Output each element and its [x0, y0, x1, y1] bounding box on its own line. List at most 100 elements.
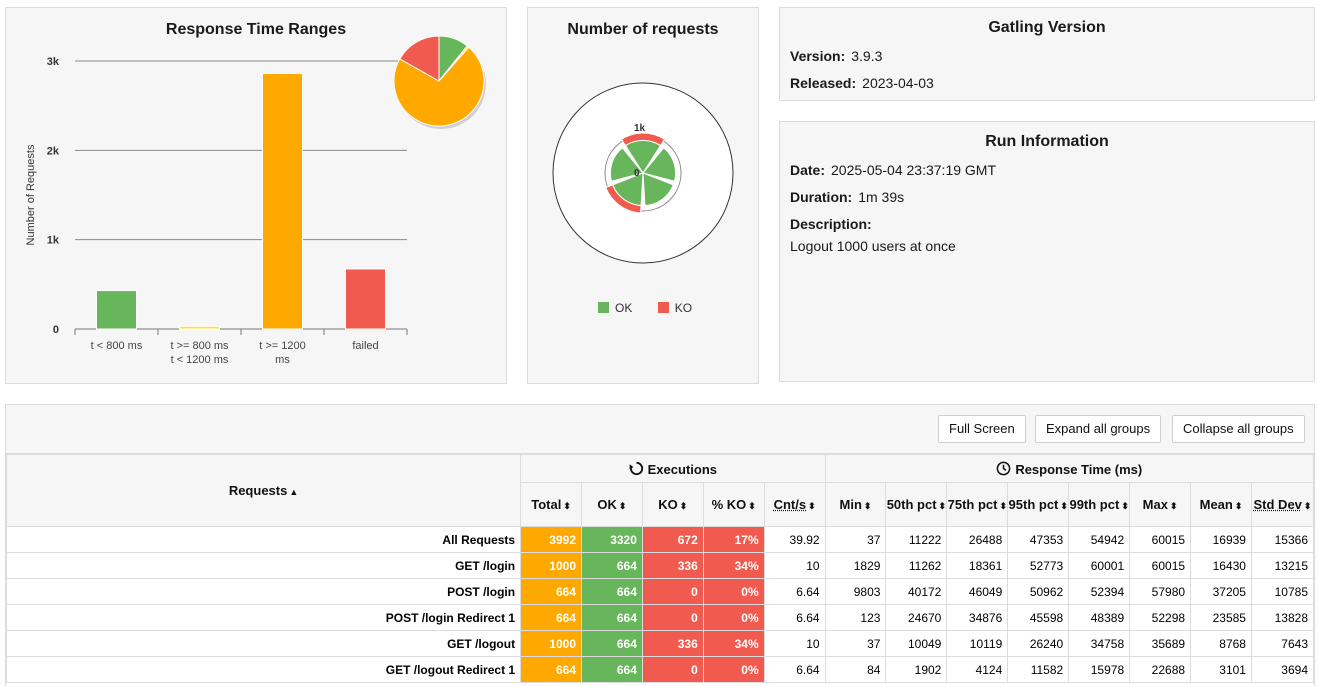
- table-row[interactable]: POST /login 664 664 0 0% 6.64 9803 40172 46049 50…: [5, 578, 1315, 605]
- x-tick-label-ms: ms: [275, 354, 290, 366]
- bar-failed: [345, 268, 386, 330]
- cell-75th-pct: 4124: [946, 656, 1009, 683]
- duration-line: Duration: 1m 39s: [790, 189, 904, 205]
- version-label: Version:: [790, 48, 846, 64]
- requests-header-label: Requests: [228, 483, 288, 498]
- cell-total: 1000: [520, 552, 582, 579]
- table-row[interactable]: GET /login 1000 664 336 34% 10 1829 11262 18361 5…: [5, 552, 1315, 579]
- pie-slice-failed: [399, 35, 440, 82]
- cell-std-dev: 15366: [1250, 526, 1315, 553]
- sort-icon[interactable]: ⬍: [808, 501, 816, 511]
- cell-ko: 17%: [702, 526, 765, 553]
- cell-95th-pct: 50962: [1007, 578, 1070, 605]
- table-row[interactable]: POST /login Redirect 1 664 664 0 0% 6.64 123 24…: [5, 604, 1315, 631]
- duration-label: Duration:: [790, 189, 853, 205]
- y-tick-label-3k: 3k: [47, 56, 60, 68]
- sort-icon[interactable]: ⬍: [999, 501, 1008, 511]
- column-header-99th-pct[interactable]: 99th pct ⬍: [1068, 482, 1131, 527]
- cell-99th-pct: 34758: [1068, 630, 1131, 657]
- cell-ko: 336: [641, 630, 704, 657]
- column-header-50th-pct[interactable]: 50th pct ⬍: [885, 482, 948, 527]
- column-header-mean[interactable]: Mean ⬍: [1190, 482, 1252, 527]
- cell-ko: 0%: [702, 578, 765, 605]
- column-header-75th-pct[interactable]: 75th pct ⬍: [946, 482, 1009, 527]
- x-tick-label-t-1200: t >= 1200: [259, 340, 306, 352]
- sort-icon[interactable]: ⬍: [1060, 501, 1068, 511]
- cell-mean: 16430: [1190, 552, 1252, 579]
- pie-slice-t-1200-ms: [393, 46, 485, 127]
- column-header-cnt-s[interactable]: Cnt/s ⬍: [763, 482, 826, 527]
- cell-min: 37: [824, 630, 887, 657]
- cell-mean: 37205: [1190, 578, 1252, 605]
- table-row[interactable]: GET /logout Redirect 1 664 664 0 0% 6.64 84 190…: [5, 656, 1315, 683]
- requests-legend: OK KO: [598, 301, 692, 315]
- cell-std-dev: 3694: [1250, 656, 1315, 683]
- column-header-ok[interactable]: OK ⬍: [581, 482, 643, 527]
- cell-75th-pct: 18361: [946, 552, 1009, 579]
- cell-75th-pct: 34876: [946, 604, 1009, 631]
- executions-cycle-icon: [629, 461, 643, 475]
- cell-ko: 336: [641, 552, 704, 579]
- response-time-ranges-panel: Response Time Ranges Number of Requests 0…: [5, 7, 507, 384]
- date-label: Date:: [790, 162, 826, 178]
- cell-95th-pct: 52773: [1007, 552, 1070, 579]
- cell-mean: 3101: [1190, 656, 1252, 683]
- polar-ok-get-logout-redirect-1: [609, 147, 644, 182]
- column-header-max[interactable]: Max ⬍: [1129, 482, 1192, 527]
- gatling-version-panel: Gatling Version Version: 3.9.3 Released: 2…: [779, 7, 1315, 101]
- x-tick-label-t-1200-ms: t < 1200 ms: [171, 354, 229, 366]
- sort-icon[interactable]: ⬍: [1234, 501, 1243, 511]
- response-time-ranges-title: Response Time Ranges: [165, 21, 347, 38]
- cell-ok: 664: [581, 578, 643, 605]
- cell-max: 60015: [1129, 552, 1192, 579]
- sort-icon[interactable]: ⬍: [563, 501, 571, 511]
- column-header-std-dev[interactable]: Std Dev ⬍: [1250, 482, 1315, 527]
- cell-std-dev: 13215: [1250, 552, 1315, 579]
- y-tick-label-2k: 2k: [47, 145, 60, 157]
- cell-max: 57980: [1129, 578, 1192, 605]
- collapse-all-groups-button[interactable]: Collapse all groups: [1172, 415, 1305, 443]
- sort-asc-icon: ▲: [289, 487, 299, 497]
- sort-icon[interactable]: ⬍: [1303, 501, 1312, 511]
- sort-icon[interactable]: ⬍: [1121, 501, 1129, 511]
- sort-icon[interactable]: ⬍: [938, 501, 947, 511]
- column-header-ko[interactable]: KO ⬍: [641, 482, 704, 527]
- sort-icon[interactable]: ⬍: [1169, 501, 1178, 511]
- version-value: 3.9.3: [851, 48, 883, 64]
- full-screen-button[interactable]: Full Screen: [938, 415, 1026, 443]
- description-label: Description:: [790, 216, 872, 232]
- sort-icon[interactable]: ⬍: [618, 501, 627, 511]
- cell-50th-pct: 24670: [885, 604, 948, 631]
- cell-50th-pct: 40172: [885, 578, 948, 605]
- sort-icon[interactable]: ⬍: [679, 501, 688, 511]
- sort-icon[interactable]: ⬍: [863, 501, 872, 511]
- column-header-total[interactable]: Total ⬍: [520, 482, 582, 527]
- sort-icon[interactable]: ⬍: [748, 501, 756, 511]
- cell-min: 1829: [824, 552, 887, 579]
- cell-ko: 0: [641, 578, 704, 605]
- cell-99th-pct: 60001: [1068, 552, 1131, 579]
- run-information-title: Run Information: [985, 133, 1109, 150]
- cell-mean: 8768: [1190, 630, 1252, 657]
- statistics-table-body: All Requests 3992 3320 672 17% 39.92 37 11222 26…: [5, 526, 1315, 683]
- cell-total: 664: [520, 578, 582, 605]
- polar-ok-post-login-redirect-1: [642, 172, 674, 207]
- cell-total: 664: [520, 604, 582, 631]
- column-header-ko[interactable]: % KO ⬍: [702, 482, 765, 527]
- cell-ko: 34%: [702, 552, 765, 579]
- table-row[interactable]: GET /logout 1000 664 336 34% 10 37 10049 10119 26…: [5, 630, 1315, 657]
- bar-t-1200-ms: [262, 73, 303, 330]
- table-row[interactable]: All Requests 3992 3320 672 17% 39.92 37 11222 26…: [5, 526, 1315, 553]
- cell-99th-pct: 54942: [1068, 526, 1131, 553]
- cell-cnt-s: 10: [763, 552, 826, 579]
- polar-ko-get-logout: [605, 184, 642, 214]
- cell-min: 84: [824, 656, 887, 683]
- cell-mean: 23585: [1190, 604, 1252, 631]
- requests-column-header[interactable]: Requests ▲: [5, 454, 522, 527]
- cell-cnt-s: 10: [763, 630, 826, 657]
- column-header-95th-pct[interactable]: 95th pct ⬍: [1007, 482, 1070, 527]
- column-header-min[interactable]: Min ⬍: [824, 482, 887, 527]
- expand-all-groups-button[interactable]: Expand all groups: [1035, 415, 1162, 443]
- cell-cnt-s: 6.64: [763, 604, 826, 631]
- request-name: GET /login: [5, 552, 522, 579]
